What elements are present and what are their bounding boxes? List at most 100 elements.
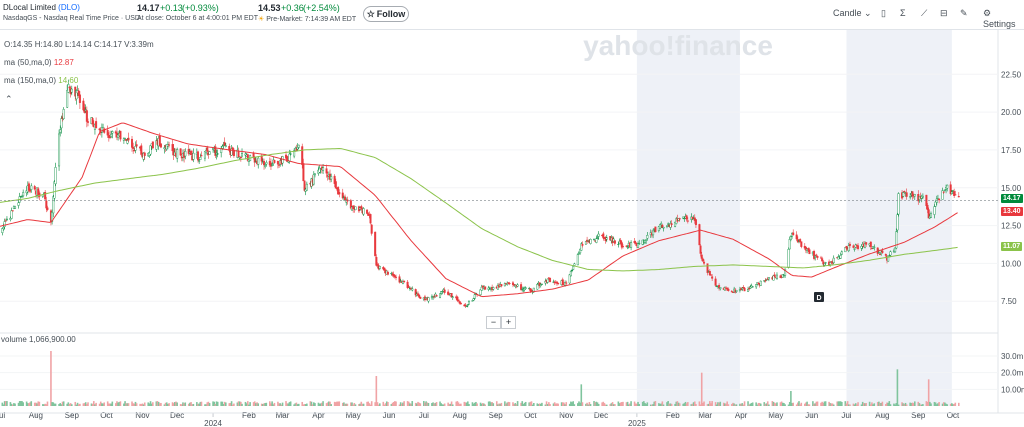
volume-bar	[223, 401, 226, 406]
candle-body	[127, 137, 130, 141]
candle-body	[132, 146, 135, 149]
follow-button[interactable]: ☆ Follow	[363, 6, 409, 22]
volume-bar	[706, 404, 709, 406]
volume-bar	[289, 401, 292, 406]
candle-body	[344, 196, 347, 201]
candle-body	[271, 164, 274, 166]
candle-body	[406, 281, 409, 288]
candle-body	[208, 151, 211, 155]
volume-bar	[659, 403, 661, 406]
volume-bar	[779, 402, 782, 406]
ticker-symbol[interactable]: (DLO)	[58, 3, 80, 12]
candle-body	[765, 279, 768, 281]
volume-bar	[311, 404, 314, 406]
indicators-icon[interactable]: Σ	[900, 8, 906, 18]
volume-bar	[125, 403, 128, 406]
ma50-legend[interactable]: ma (50,ma,0) 12.87	[4, 58, 74, 67]
volume-bar	[382, 401, 385, 406]
candle-body	[580, 243, 583, 251]
zoom-out-button[interactable]: −	[486, 316, 501, 329]
volume-bar	[277, 401, 279, 406]
volume-bar	[147, 402, 150, 406]
volume-bar	[472, 403, 475, 406]
chart-type-dropdown[interactable]: Candle ⌄	[833, 8, 872, 19]
volume-bar	[845, 403, 848, 406]
candle-body	[172, 148, 175, 156]
candle-body	[296, 147, 299, 150]
candle-body	[84, 109, 87, 111]
volume-bar	[821, 401, 823, 406]
volume-bar	[354, 404, 357, 406]
collapse-legend-icon[interactable]: ⌃	[5, 94, 13, 104]
volume-bar	[260, 403, 263, 406]
candle-body	[954, 194, 957, 196]
candle-body	[638, 242, 641, 245]
candle-body	[450, 293, 453, 298]
volume-bar	[6, 401, 8, 406]
volume-bar	[707, 403, 710, 406]
candle-body	[546, 278, 549, 283]
candle-body	[747, 289, 750, 292]
candle-body	[674, 221, 677, 227]
price-chart[interactable]: yahoo!finance 22.50 20.00 17.50 15.00 12.50 1…	[0, 30, 1024, 427]
volume-bar	[106, 401, 109, 406]
volume-bar	[748, 404, 750, 406]
candle-body	[33, 186, 36, 190]
volume-bar	[719, 401, 722, 406]
dividend-marker[interactable]: D	[814, 292, 824, 302]
zoom-in-button[interactable]: +	[501, 316, 516, 329]
candle-body	[819, 257, 822, 259]
volume-bar	[578, 401, 580, 406]
x-tick-label: Jul	[841, 411, 851, 420]
candle-body	[617, 243, 620, 245]
candle-body	[516, 284, 519, 287]
settings-button[interactable]: ⚙ Settings	[983, 8, 1024, 29]
candle-body	[111, 131, 114, 134]
volume-bar	[580, 384, 583, 406]
candle-body	[895, 231, 898, 249]
candle-body	[78, 94, 81, 103]
candle-body	[929, 213, 932, 218]
volume-bar	[637, 401, 639, 406]
volume-bar	[377, 404, 380, 406]
candle-body	[913, 194, 916, 197]
volume-bar	[515, 404, 518, 406]
volume-bar	[367, 401, 370, 406]
volume-bar	[344, 403, 346, 406]
compare-icon[interactable]: ▯	[881, 8, 886, 18]
candle-body	[869, 241, 872, 247]
volume-bar	[913, 401, 916, 406]
ma150-label: ma (150,ma,0)	[4, 76, 57, 85]
volume-bar	[806, 401, 808, 406]
volume-bar	[935, 404, 938, 406]
volume-bar	[241, 403, 243, 406]
trend-icon[interactable]: ⟋	[921, 8, 928, 18]
candle-body	[630, 242, 633, 248]
volume-bar	[552, 403, 555, 406]
volume-bar	[500, 402, 503, 406]
candle-body	[708, 270, 711, 276]
volume-bar	[852, 403, 855, 406]
x-tick-label: 2025	[628, 419, 646, 427]
x-tick-label: Feb	[666, 411, 680, 420]
volume-bar	[229, 402, 232, 406]
volume-bars	[1, 351, 960, 406]
candle-body	[839, 255, 842, 259]
volume-bar	[941, 403, 944, 406]
volume-bar	[766, 401, 769, 406]
volume-bar	[945, 403, 947, 406]
draw-icon[interactable]: ✎	[960, 8, 968, 18]
volume-bar	[863, 403, 865, 406]
volume-bar	[644, 402, 646, 406]
volume-bar	[816, 401, 819, 406]
candle-body	[27, 183, 30, 191]
y-tick-label: 7.50	[1001, 297, 1017, 306]
ma150-legend[interactable]: ma (150,ma,0) 14.60	[4, 76, 78, 85]
volume-bar	[376, 402, 379, 406]
candle-body	[772, 275, 775, 281]
candle-body	[46, 207, 49, 210]
candle-body	[464, 304, 467, 307]
volume-bar	[739, 403, 741, 406]
x-tick-label: Sep	[65, 411, 80, 420]
layout-icon[interactable]: ⊟	[940, 8, 948, 18]
